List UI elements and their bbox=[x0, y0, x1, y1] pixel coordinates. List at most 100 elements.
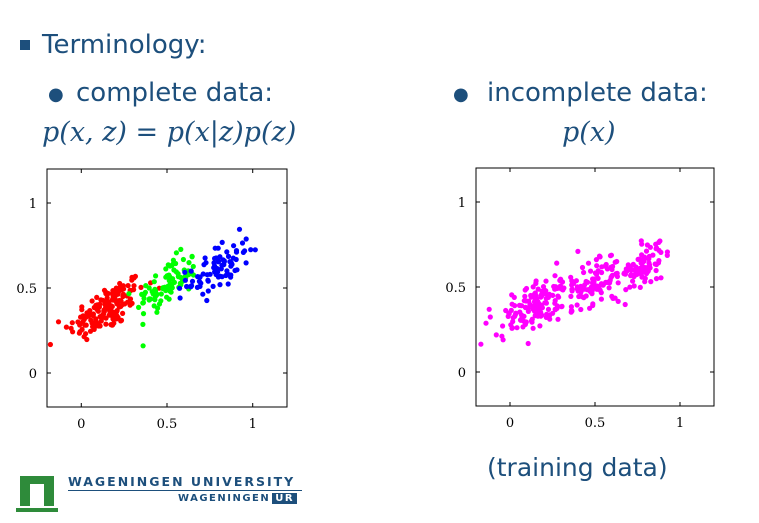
scatter-point bbox=[210, 283, 216, 289]
scatter-point bbox=[522, 287, 528, 293]
x-tick-label: 1 bbox=[249, 417, 257, 430]
scatter-point bbox=[106, 299, 112, 305]
scatter-point bbox=[487, 314, 493, 320]
scatter-point bbox=[588, 268, 594, 274]
x-tick-label: 0.5 bbox=[585, 416, 606, 430]
scatter-point bbox=[590, 280, 596, 286]
scatter-point bbox=[79, 304, 85, 310]
scatter-point bbox=[543, 288, 549, 294]
scatter-point bbox=[658, 275, 664, 281]
scatter-point bbox=[87, 312, 93, 318]
scatter-point bbox=[103, 304, 109, 311]
scatter-point bbox=[510, 315, 516, 321]
scatter-point bbox=[138, 284, 144, 290]
scatter-point bbox=[239, 240, 246, 246]
scatter-point bbox=[499, 333, 505, 339]
scatter-point bbox=[94, 307, 100, 313]
scatter-point bbox=[164, 294, 170, 300]
scatter-point bbox=[170, 257, 176, 263]
scatter-point bbox=[200, 271, 206, 277]
heading-bullet bbox=[20, 40, 30, 50]
scatter-point bbox=[595, 275, 601, 281]
scatter-point bbox=[559, 303, 565, 309]
scatter-point bbox=[175, 271, 181, 277]
scatter-point bbox=[63, 324, 69, 330]
logo-ur-badge: UR bbox=[272, 493, 298, 504]
scatter-point bbox=[141, 295, 147, 301]
scatter-point bbox=[523, 298, 529, 304]
scatter-point bbox=[236, 226, 243, 232]
complete-data-label: complete data: bbox=[76, 78, 274, 108]
scatter-point bbox=[151, 303, 157, 309]
scatter-point bbox=[136, 304, 142, 310]
scatter-point bbox=[151, 279, 157, 285]
scatter-point bbox=[146, 297, 152, 303]
scatter-point bbox=[573, 278, 579, 284]
scatter-point bbox=[243, 260, 249, 266]
scatter-point bbox=[231, 243, 237, 249]
scatter-point bbox=[158, 291, 164, 297]
scatter-point bbox=[103, 315, 109, 321]
scatter-point bbox=[638, 238, 644, 244]
scatter-point bbox=[204, 297, 210, 304]
scatter-point bbox=[652, 261, 658, 267]
scatter-point bbox=[626, 263, 632, 269]
scatter-point bbox=[516, 302, 523, 308]
scatter-point bbox=[89, 298, 95, 304]
scatter-point bbox=[546, 313, 552, 319]
complete-data-scatter-plot: 0 0.5 1 0 0.5 1 bbox=[16, 168, 288, 430]
logo-ur-prefix: WAGENINGEN bbox=[178, 493, 271, 504]
scatter-point bbox=[656, 239, 662, 245]
scatter-point bbox=[225, 253, 232, 259]
scatter-point bbox=[94, 302, 100, 308]
scatter-point bbox=[545, 306, 552, 312]
scatter-point bbox=[623, 287, 629, 293]
scatter-point bbox=[644, 242, 650, 248]
scatter-point bbox=[500, 323, 506, 329]
scatter-point bbox=[517, 317, 524, 323]
scatter-point bbox=[221, 262, 227, 268]
scatter-point bbox=[569, 278, 575, 284]
scatter-point bbox=[156, 301, 163, 307]
incomplete-data-scatter-plot: 0 0.5 1 0 0.5 1 bbox=[445, 167, 715, 430]
scatter-point bbox=[94, 294, 100, 300]
scatter-point bbox=[643, 248, 650, 254]
scatter-point bbox=[631, 283, 637, 289]
scatter-point bbox=[533, 293, 539, 299]
scatter-point bbox=[153, 273, 159, 279]
scatter-point bbox=[217, 282, 223, 288]
scatter-point bbox=[594, 263, 600, 269]
scatter-point bbox=[131, 287, 137, 293]
scatter-point bbox=[543, 278, 549, 284]
scatter-point bbox=[552, 306, 558, 312]
scatter-point bbox=[116, 297, 122, 304]
scatter-point bbox=[202, 255, 208, 261]
scatter-point bbox=[173, 250, 179, 256]
scatter-point bbox=[103, 321, 109, 327]
training-data-caption: (training data) bbox=[487, 453, 668, 482]
scatter-point bbox=[164, 273, 170, 279]
scatter-point bbox=[533, 280, 539, 287]
scatter-point bbox=[154, 309, 160, 315]
scatter-point bbox=[177, 285, 183, 291]
scatter-point bbox=[530, 306, 536, 312]
logo-wageningen-ur: WAGENINGEN UR bbox=[178, 493, 298, 504]
scatter-point bbox=[242, 248, 248, 254]
scatter-point bbox=[252, 247, 258, 253]
scatter-point bbox=[598, 281, 605, 287]
scatter-point bbox=[79, 326, 85, 333]
scatter-point bbox=[243, 236, 249, 242]
scatter-point bbox=[168, 289, 174, 295]
scatter-point bbox=[522, 304, 528, 310]
scatter-point bbox=[637, 284, 643, 290]
scatter-point bbox=[528, 294, 534, 300]
scatter-point bbox=[525, 308, 531, 314]
scatter-point bbox=[581, 269, 587, 276]
scatter-point bbox=[646, 253, 652, 259]
scatter-point bbox=[535, 286, 541, 292]
scatter-point bbox=[575, 288, 581, 294]
scatter-point bbox=[552, 298, 558, 304]
scatter-point bbox=[118, 303, 124, 309]
scatter-point bbox=[189, 278, 196, 284]
scatter-point bbox=[140, 321, 146, 327]
